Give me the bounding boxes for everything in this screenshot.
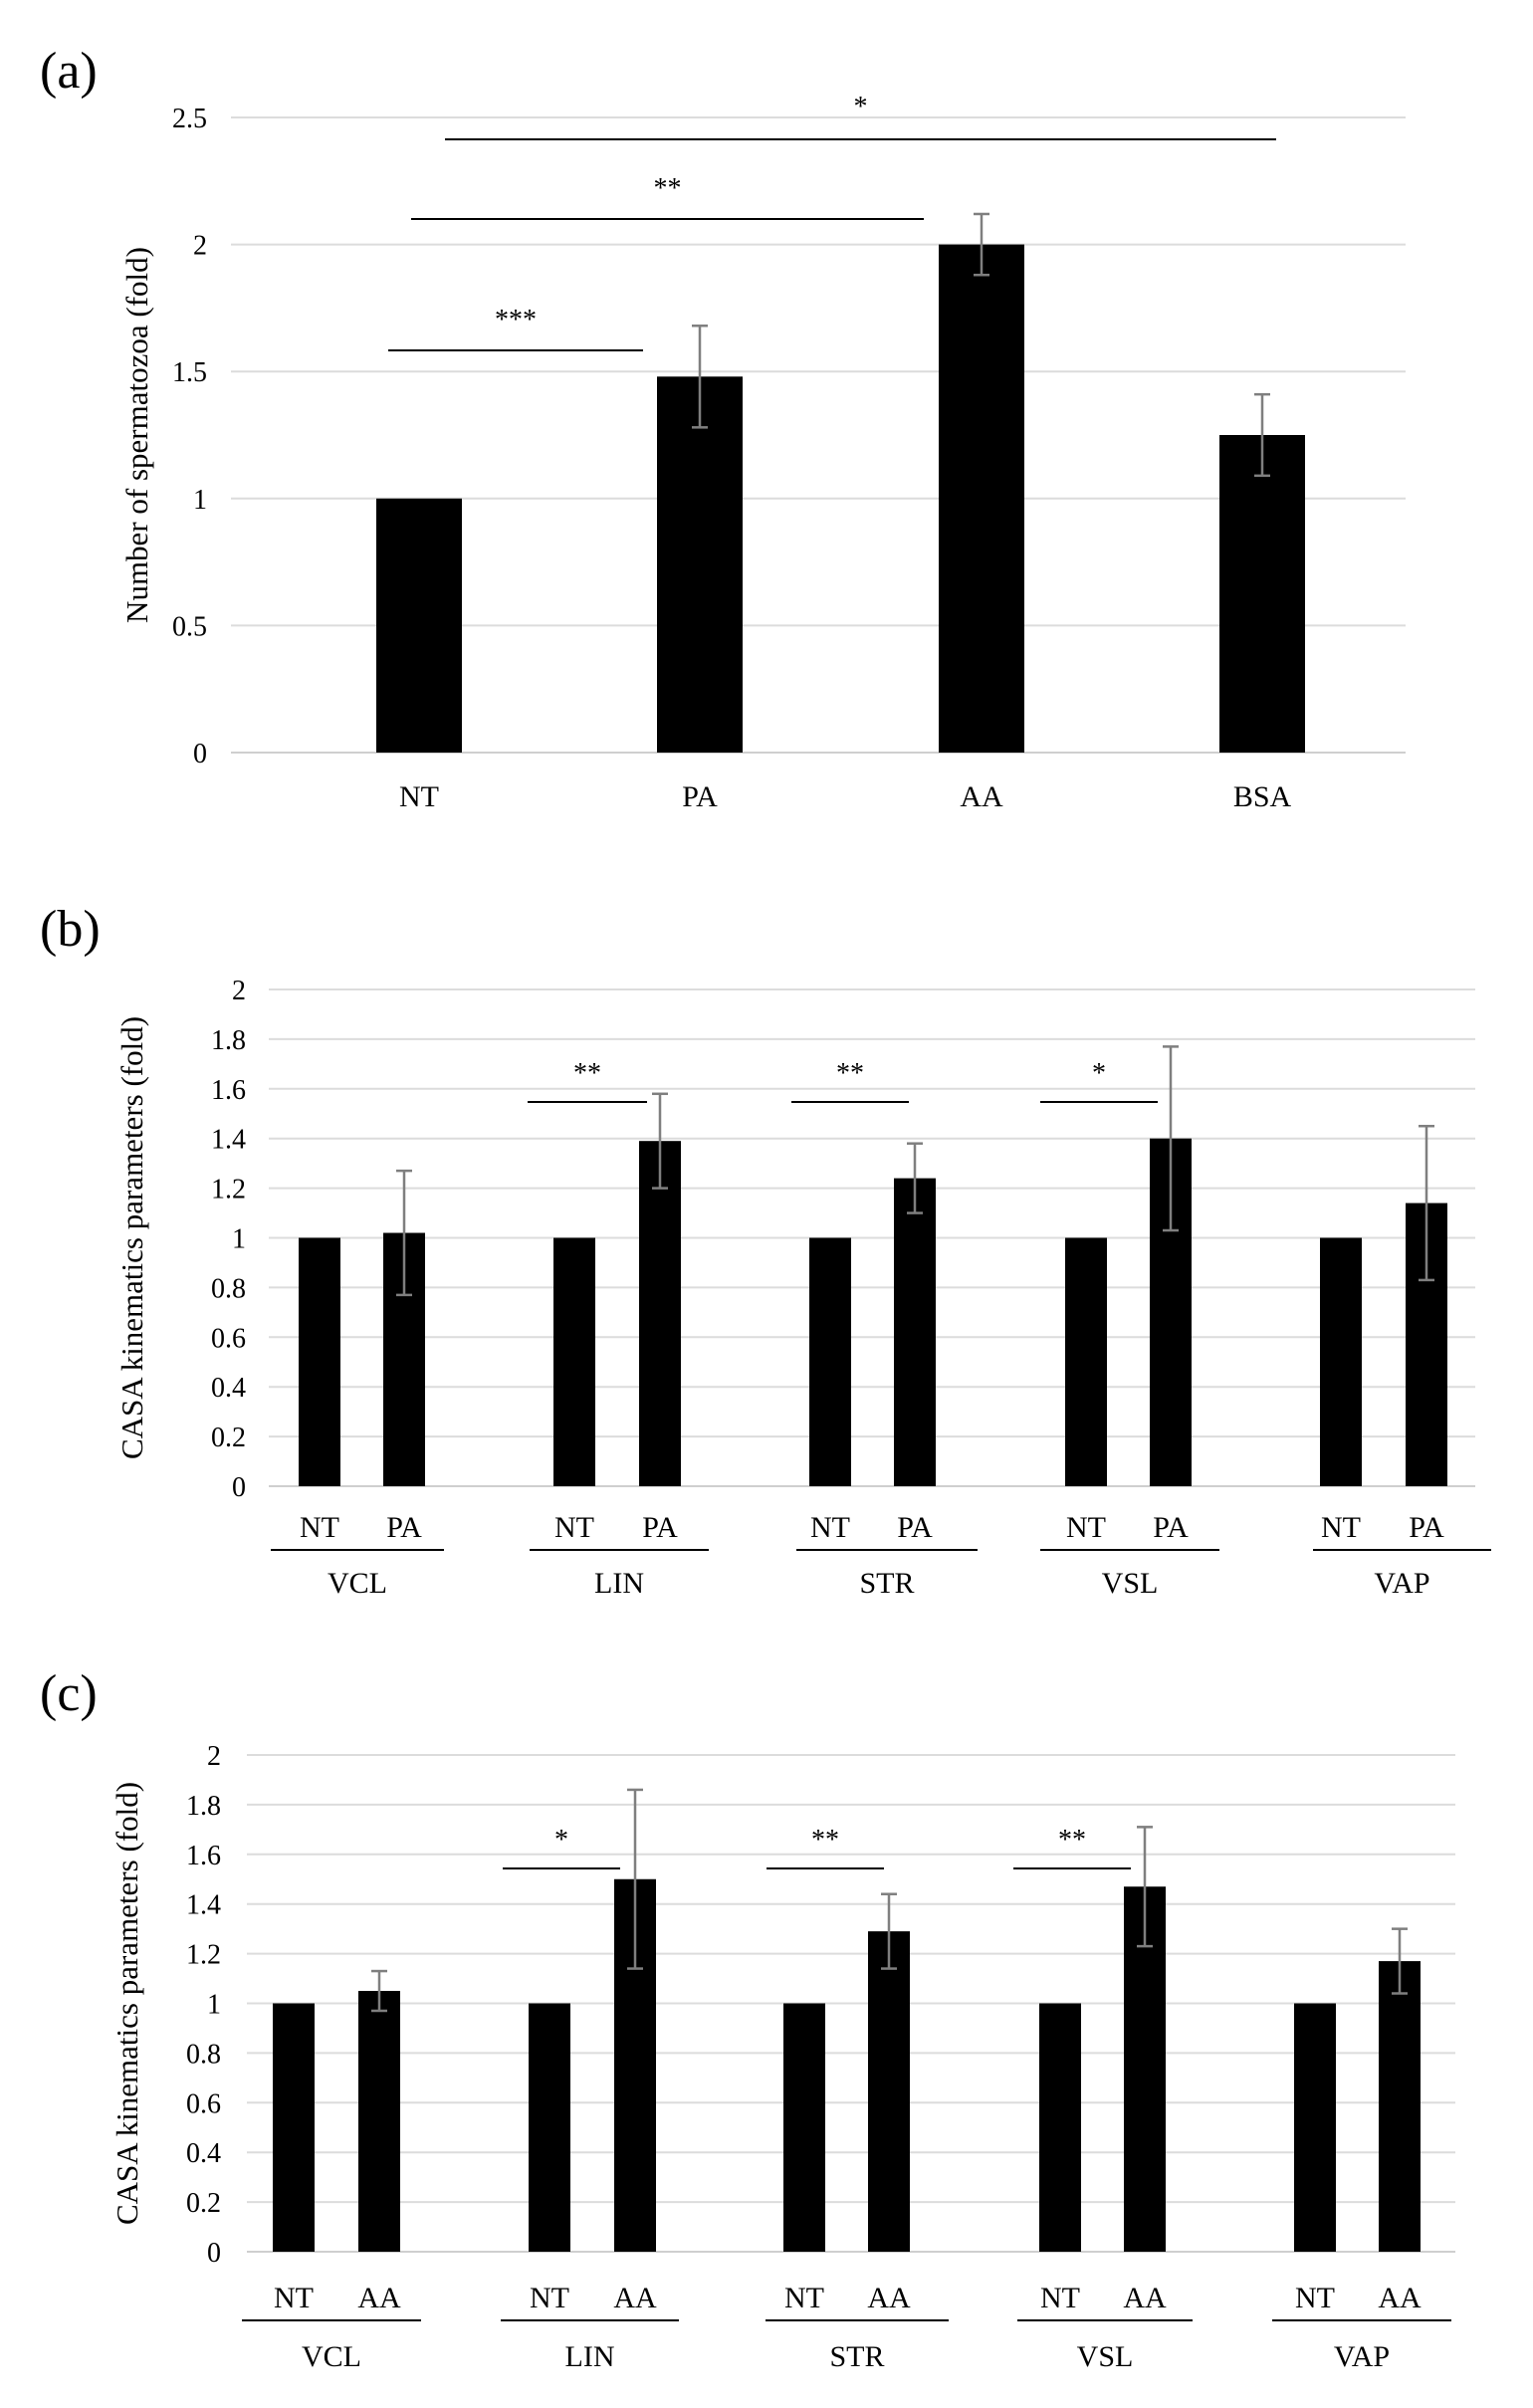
y-tick-label-b-5: 1 [232, 1224, 246, 1255]
significance-label-0: * [854, 92, 868, 122]
x-tick-label-c-vsl-aa: AA [1123, 2282, 1167, 2314]
bar-c-vcl-nt [273, 2003, 315, 2252]
x-tick-label-b-str-nt: NT [810, 1511, 850, 1544]
bar-b-str-nt [809, 1237, 851, 1486]
group-label-b-vcl: VCL [328, 1567, 387, 1600]
y-tick-label-b-4: 0.8 [211, 1273, 246, 1304]
significance-label-b-lin: ** [573, 1058, 601, 1089]
group-label-c-str: STR [829, 2340, 884, 2373]
x-tick-label-c-vap-aa: AA [1378, 2282, 1422, 2314]
x-tick-label-b-vcl-pa: PA [386, 1511, 422, 1544]
bar-nt [376, 498, 462, 753]
y-axis-label-b: CASA kinematics parameters (fold) [114, 1016, 149, 1459]
y-tick-label-b-2: 0.4 [211, 1373, 246, 1404]
x-tick-label-b-vsl-pa: PA [1153, 1511, 1189, 1544]
y-tick-label-c-4: 0.8 [186, 2039, 221, 2070]
y-tick-label-a-3: 1.5 [172, 357, 207, 388]
group-label-b-str: STR [859, 1567, 914, 1600]
y-tick-label-a-0: 0 [193, 739, 207, 769]
y-tick-label-b-3: 0.6 [211, 1323, 246, 1354]
bar-b-vap-nt [1320, 1237, 1362, 1486]
bar-c-vap-nt [1294, 2003, 1336, 2252]
panel-label-c: (c) [40, 1665, 98, 1722]
significance-label-b-vsl: * [1092, 1058, 1106, 1089]
x-tick-label-c-str-aa: AA [867, 2282, 911, 2314]
bar-c-lin-nt [529, 2003, 570, 2252]
x-tick-label-pa: PA [682, 780, 718, 813]
x-tick-label-c-lin-aa: AA [613, 2282, 657, 2314]
x-tick-label-b-str-pa: PA [897, 1511, 933, 1544]
bar-c-vsl-nt [1039, 2003, 1081, 2252]
x-tick-label-b-vap-pa: PA [1409, 1511, 1444, 1544]
bar-b-str-pa [894, 1178, 936, 1486]
y-tick-label-c-5: 1 [207, 1990, 221, 2021]
y-tick-label-a-1: 0.5 [172, 611, 207, 642]
x-tick-label-b-vap-nt: NT [1321, 1511, 1361, 1544]
group-label-b-vap: VAP [1374, 1567, 1429, 1600]
x-tick-label-bsa: BSA [1233, 780, 1292, 813]
significance-label-c-lin: * [554, 1825, 568, 1856]
y-tick-label-a-4: 2 [193, 231, 207, 262]
x-tick-label-c-str-nt: NT [784, 2282, 824, 2314]
bar-aa [939, 244, 1024, 753]
y-axis-label-c: CASA kinematics parameters (fold) [110, 1782, 144, 2225]
x-tick-label-aa: AA [960, 780, 1003, 813]
y-tick-label-c-7: 1.4 [186, 1890, 221, 1921]
y-tick-label-c-6: 1.2 [186, 1940, 221, 1971]
y-tick-label-b-0: 0 [232, 1472, 246, 1503]
group-label-c-lin: LIN [565, 2340, 615, 2373]
significance-label-c-vsl: ** [1058, 1825, 1086, 1856]
y-axis-label-a: Number of spermatozoa (fold) [119, 247, 154, 623]
bar-c-str-nt [783, 2003, 825, 2252]
x-tick-label-b-vcl-nt: NT [300, 1511, 339, 1544]
significance-label-1: ** [654, 173, 682, 204]
y-tick-label-c-10: 2 [207, 1741, 221, 1772]
y-tick-label-c-3: 0.6 [186, 2088, 221, 2119]
bar-b-lin-pa [639, 1141, 681, 1486]
y-tick-label-c-0: 0 [207, 2238, 221, 2269]
x-tick-label-nt: NT [399, 780, 439, 813]
x-tick-label-b-vsl-nt: NT [1066, 1511, 1106, 1544]
y-tick-label-b-8: 1.6 [211, 1075, 246, 1106]
bar-b-vcl-nt [299, 1237, 340, 1486]
y-tick-label-b-6: 1.2 [211, 1175, 246, 1205]
bar-c-str-aa [868, 1931, 910, 2252]
bar-bsa [1219, 435, 1305, 753]
y-tick-label-c-8: 1.6 [186, 1841, 221, 1871]
x-tick-label-c-vap-nt: NT [1295, 2282, 1335, 2314]
y-tick-label-a-5: 2.5 [172, 104, 207, 134]
bar-c-vap-aa [1379, 1961, 1421, 2252]
group-label-c-vcl: VCL [302, 2340, 361, 2373]
y-tick-label-b-9: 1.8 [211, 1025, 246, 1056]
x-tick-label-b-lin-pa: PA [642, 1511, 678, 1544]
y-tick-label-b-1: 0.2 [211, 1423, 246, 1453]
panel-label-a: (a) [40, 43, 98, 100]
x-tick-label-c-vcl-aa: AA [357, 2282, 401, 2314]
bar-b-vsl-nt [1065, 1237, 1107, 1486]
bar-c-vcl-aa [358, 1991, 400, 2252]
y-tick-label-c-2: 0.4 [186, 2138, 221, 2169]
significance-label-2: *** [495, 305, 537, 335]
y-tick-label-b-10: 2 [232, 976, 246, 1006]
significance-label-b-str: ** [836, 1058, 864, 1089]
y-tick-label-c-9: 1.8 [186, 1791, 221, 1822]
bar-pa [657, 376, 743, 753]
y-tick-label-b-7: 1.4 [211, 1125, 246, 1156]
y-tick-label-a-2: 1 [193, 485, 207, 516]
x-tick-label-c-vcl-nt: NT [274, 2282, 314, 2314]
group-label-c-vsl: VSL [1077, 2340, 1134, 2373]
bar-b-lin-nt [553, 1237, 595, 1486]
panel-label-b: (b) [40, 901, 101, 958]
group-label-b-lin: LIN [594, 1567, 644, 1600]
group-label-b-vsl: VSL [1102, 1567, 1159, 1600]
significance-label-c-str: ** [811, 1825, 839, 1856]
x-tick-label-c-vsl-nt: NT [1040, 2282, 1080, 2314]
x-tick-label-c-lin-nt: NT [530, 2282, 569, 2314]
group-label-c-vap: VAP [1334, 2340, 1390, 2373]
x-tick-label-b-lin-nt: NT [554, 1511, 594, 1544]
y-tick-label-c-1: 0.2 [186, 2188, 221, 2219]
